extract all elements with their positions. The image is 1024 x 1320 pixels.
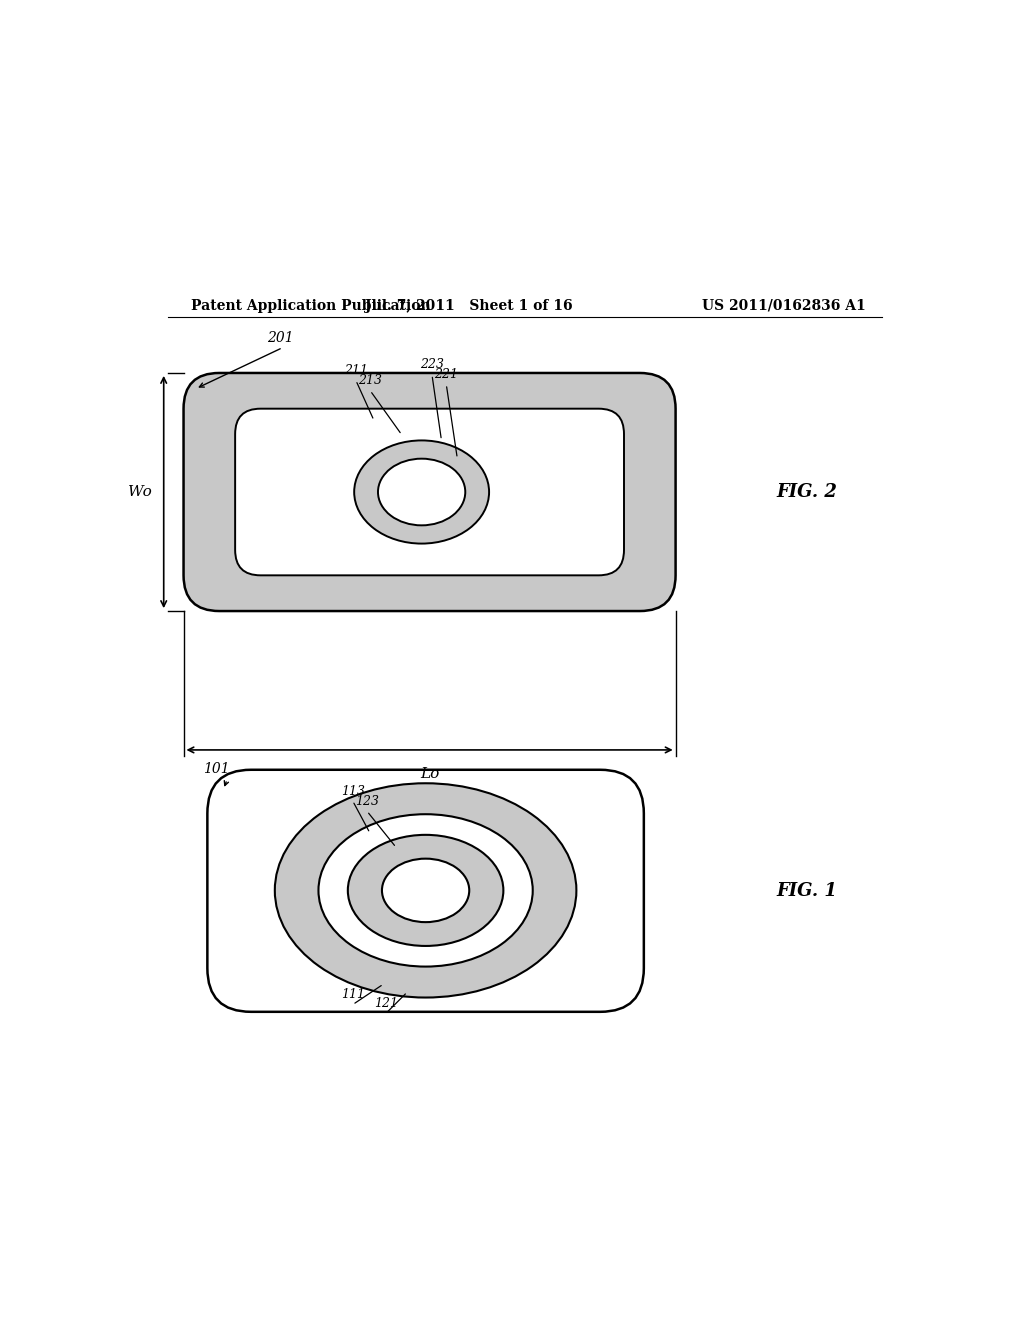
Text: 111: 111 xyxy=(341,989,365,1002)
Text: FIG. 1: FIG. 1 xyxy=(776,882,837,900)
Text: Patent Application Publication: Patent Application Publication xyxy=(191,298,431,313)
Text: 121: 121 xyxy=(374,997,398,1010)
Ellipse shape xyxy=(354,441,489,544)
Text: 211: 211 xyxy=(344,364,368,378)
Ellipse shape xyxy=(274,783,577,998)
Text: 223: 223 xyxy=(420,359,444,371)
FancyBboxPatch shape xyxy=(236,409,624,576)
Text: Lo: Lo xyxy=(420,767,439,781)
Ellipse shape xyxy=(378,458,465,525)
Text: 201: 201 xyxy=(267,331,294,346)
FancyBboxPatch shape xyxy=(183,374,676,611)
Text: 113: 113 xyxy=(341,784,365,797)
Text: US 2011/0162836 A1: US 2011/0162836 A1 xyxy=(702,298,866,313)
Text: FIG. 2: FIG. 2 xyxy=(776,483,837,502)
Text: 123: 123 xyxy=(355,795,379,808)
Text: Jul. 7, 2011   Sheet 1 of 16: Jul. 7, 2011 Sheet 1 of 16 xyxy=(366,298,573,313)
Text: 101: 101 xyxy=(204,762,230,776)
FancyBboxPatch shape xyxy=(207,770,644,1012)
Text: 213: 213 xyxy=(358,375,382,387)
Ellipse shape xyxy=(348,834,504,946)
Text: Wo: Wo xyxy=(128,484,152,499)
Ellipse shape xyxy=(318,814,532,966)
Ellipse shape xyxy=(382,858,469,923)
Text: 221: 221 xyxy=(434,368,459,381)
